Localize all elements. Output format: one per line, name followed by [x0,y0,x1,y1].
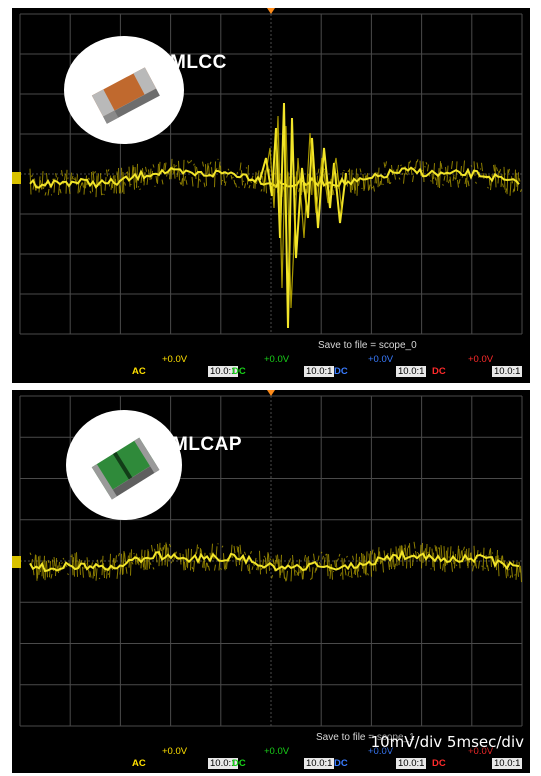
transient-spike-echo [263,115,343,309]
channel1-ground-marker [12,556,21,568]
mlcc-chip-icon [91,67,160,124]
save-to-file-status: Save to file = scope_0 [318,340,417,351]
scope-panel-mlcap: MLCAP Save to file = scope_1 +0.0V AC 10… [12,390,530,773]
panel-label-mlcc: MLCC [170,52,227,73]
scope-panel-mlcc: MLCC Save to file = scope_0 +0.0V AC 10.… [12,8,530,383]
ch1-probe: 10.0:1 [208,366,239,377]
save-to-file-status: Save to file = scope_1 [316,732,415,743]
ch3-coupling: DC [334,758,348,769]
trigger-marker [267,8,275,14]
transient-spike [259,102,347,329]
ch3-probe: 10.0:1 [396,366,427,377]
ch3-offset: +0.0V [368,746,394,757]
channel1-ground-marker [12,172,21,184]
ch2-coupling: DC [232,758,246,769]
graticule [19,395,523,727]
mlcc-chip-image [64,36,184,144]
ch1-coupling: AC [132,758,146,769]
ch4-coupling: DC [432,758,446,769]
ch3-probe: 10.0:1 [396,758,427,769]
panel-label-mlcap: MLCAP [172,434,243,455]
ch1-probe: 10.0:1 [208,758,239,769]
channel1-trace [29,549,520,573]
ch2-probe: 10.0:1 [304,758,335,769]
ch4-offset: +0.0V [468,746,494,757]
ch2-coupling: DC [232,366,246,377]
trigger-marker [267,390,275,396]
ch2-offset: +0.0V [264,746,290,757]
waveform-display [12,390,523,727]
mlcap-chip-image [66,410,182,520]
ch4-offset: +0.0V [468,354,494,365]
channel-settings-row: +0.0V AC 10.0:1 +0.0V DC 10.0:1 +0.0V DC… [12,354,530,384]
ch2-offset: +0.0V [264,354,290,365]
ch1-offset: +0.0V [162,354,188,365]
ch4-probe: 10.0:1 [492,758,523,769]
ch4-coupling: DC [432,366,446,377]
ch3-coupling: DC [334,366,348,377]
ch4-probe: 10.0:1 [492,366,523,377]
scale-readout: 10mV/div 5msec/div [370,733,524,751]
ch3-offset: +0.0V [368,354,394,365]
mlcap-chip-icon [91,437,160,500]
channel-settings-row: +0.0V AC 10.0:1 +0.0V DC 10.0:1 +0.0V DC… [12,746,530,776]
ch1-offset: +0.0V [162,746,188,757]
ch2-probe: 10.0:1 [304,366,335,377]
ch1-coupling: AC [132,366,146,377]
